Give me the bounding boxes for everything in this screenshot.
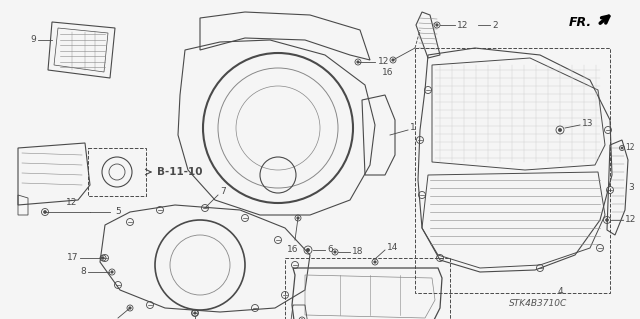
Circle shape xyxy=(621,147,623,149)
Circle shape xyxy=(605,219,609,221)
Text: 3: 3 xyxy=(628,183,634,192)
Text: 12: 12 xyxy=(625,216,636,225)
Circle shape xyxy=(392,59,394,61)
Text: 13: 13 xyxy=(582,118,593,128)
Circle shape xyxy=(102,257,104,259)
Circle shape xyxy=(436,24,438,26)
Bar xyxy=(415,48,610,293)
Text: 2: 2 xyxy=(492,20,498,29)
Text: 16: 16 xyxy=(382,68,394,77)
Text: 12: 12 xyxy=(457,20,468,29)
Text: 4: 4 xyxy=(557,287,563,296)
Text: 1: 1 xyxy=(410,123,416,132)
Circle shape xyxy=(44,211,46,213)
Circle shape xyxy=(194,312,196,314)
Bar xyxy=(285,258,450,319)
Text: 12: 12 xyxy=(625,144,634,152)
Text: 14: 14 xyxy=(387,243,398,253)
Circle shape xyxy=(357,61,359,63)
Circle shape xyxy=(307,249,310,252)
Circle shape xyxy=(374,261,376,263)
Circle shape xyxy=(558,129,562,132)
Circle shape xyxy=(297,217,300,219)
Text: B-11-10: B-11-10 xyxy=(157,167,202,177)
Text: 6: 6 xyxy=(327,246,333,255)
Text: 17: 17 xyxy=(67,254,78,263)
Text: 16: 16 xyxy=(287,245,299,254)
Text: 5: 5 xyxy=(115,207,121,217)
Text: STK4B3710C: STK4B3710C xyxy=(509,300,567,308)
Bar xyxy=(88,148,146,196)
Text: 12: 12 xyxy=(67,198,77,207)
Text: FR.: FR. xyxy=(569,16,592,28)
Circle shape xyxy=(111,271,113,273)
Text: 8: 8 xyxy=(80,268,86,277)
Text: 18: 18 xyxy=(352,248,364,256)
Circle shape xyxy=(129,307,131,309)
Text: 7: 7 xyxy=(220,188,226,197)
Text: 9: 9 xyxy=(30,35,36,44)
Circle shape xyxy=(334,251,336,253)
Text: 12: 12 xyxy=(378,57,389,66)
